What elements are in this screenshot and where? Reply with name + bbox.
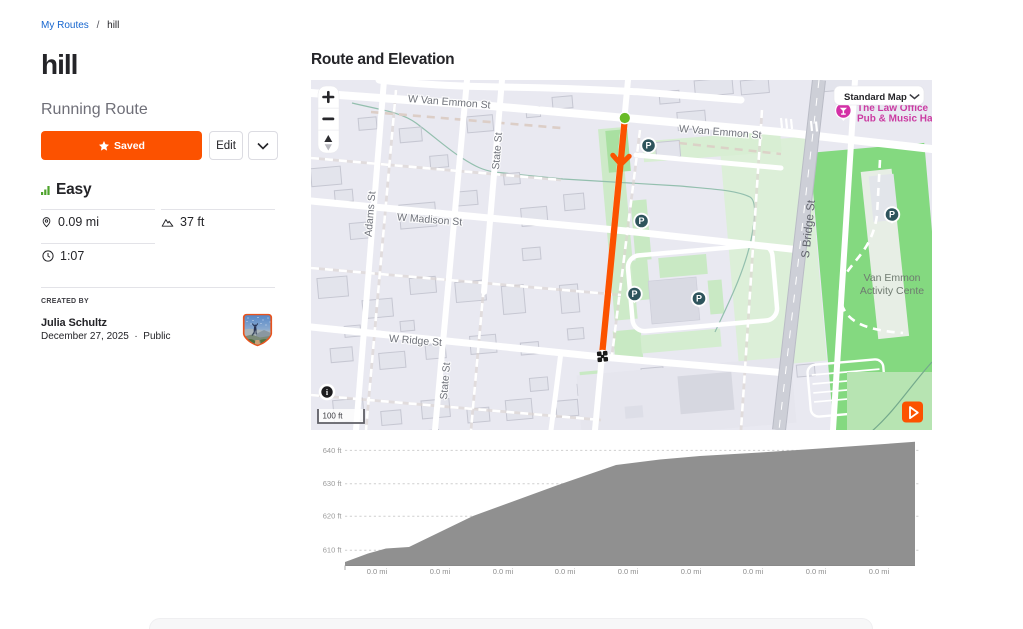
svg-text:P: P bbox=[638, 216, 644, 226]
svg-text:0.0 mi: 0.0 mi bbox=[806, 567, 827, 576]
svg-text:640 ft: 640 ft bbox=[323, 446, 343, 455]
svg-text:630 ft: 630 ft bbox=[323, 479, 343, 488]
svg-text:0.0 mi: 0.0 mi bbox=[869, 567, 890, 576]
svg-text:0.0 mi: 0.0 mi bbox=[555, 567, 576, 576]
svg-text:620 ft: 620 ft bbox=[323, 512, 343, 521]
svg-text:Van Emmon: Van Emmon bbox=[864, 272, 921, 284]
svg-text:610 ft: 610 ft bbox=[323, 546, 343, 555]
svg-text:0.0 mi: 0.0 mi bbox=[743, 567, 764, 576]
svg-text:0.0 mi: 0.0 mi bbox=[493, 567, 514, 576]
svg-text:Activity Cente: Activity Cente bbox=[860, 285, 924, 297]
svg-text:P: P bbox=[696, 294, 702, 304]
svg-text:P: P bbox=[645, 141, 651, 151]
svg-text:Pub & Music Hall: Pub & Music Hall bbox=[857, 113, 932, 124]
svg-text:Standard Map: Standard Map bbox=[844, 92, 907, 103]
svg-text:0.0 mi: 0.0 mi bbox=[681, 567, 702, 576]
svg-text:0.0 mi: 0.0 mi bbox=[430, 567, 451, 576]
svg-text:0.0 mi: 0.0 mi bbox=[618, 567, 639, 576]
svg-text:0.0 mi: 0.0 mi bbox=[367, 567, 388, 576]
svg-text:P: P bbox=[631, 289, 637, 299]
svg-text:P: P bbox=[889, 210, 895, 220]
svg-text:100 ft: 100 ft bbox=[323, 412, 344, 421]
